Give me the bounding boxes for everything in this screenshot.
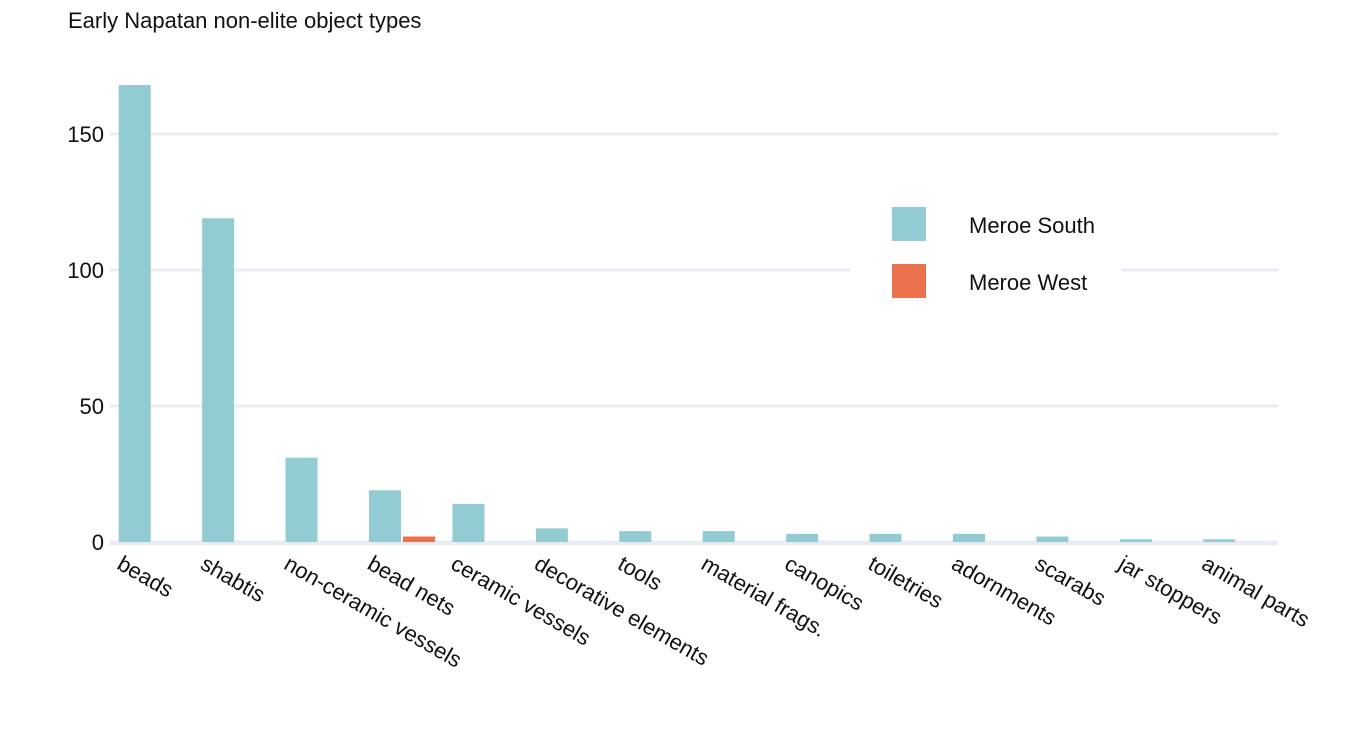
- bar[interactable]: [535, 528, 568, 542]
- bar[interactable]: [869, 533, 902, 542]
- legend[interactable]: Meroe South Meroe West: [850, 195, 1122, 313]
- legend-swatch[interactable]: [892, 207, 926, 241]
- bar[interactable]: [285, 457, 318, 542]
- bar[interactable]: [1119, 539, 1152, 542]
- y-axis-ticks: 0 50 100 150: [67, 122, 104, 555]
- legend-label[interactable]: Meroe West: [969, 270, 1087, 295]
- legend-label[interactable]: Meroe South: [969, 213, 1095, 238]
- bar[interactable]: [403, 536, 435, 542]
- grid-layer: [110, 132, 1278, 546]
- legend-swatch[interactable]: [892, 264, 926, 298]
- x-tick-label: ceramic vessels: [447, 551, 595, 651]
- bar[interactable]: [118, 85, 151, 542]
- bar[interactable]: [1036, 536, 1069, 542]
- bar[interactable]: [1203, 539, 1236, 542]
- bar[interactable]: [702, 531, 735, 542]
- y-tick-label: 50: [80, 394, 104, 419]
- y-tick-label: 100: [67, 258, 104, 283]
- bar[interactable]: [202, 218, 235, 542]
- x-tick-label: tools: [614, 551, 667, 596]
- y-tick-label: 0: [92, 530, 104, 555]
- y-tick-label: 150: [67, 122, 104, 147]
- bar[interactable]: [786, 533, 819, 542]
- bar[interactable]: [953, 533, 985, 542]
- bar-layer: [118, 85, 1236, 542]
- chart-title: Early Napatan non-elite object types: [68, 8, 422, 33]
- bar[interactable]: [452, 503, 485, 542]
- bar[interactable]: [369, 490, 401, 542]
- x-tick-label: toiletries: [864, 551, 947, 614]
- bar[interactable]: [619, 531, 652, 542]
- x-tick-label: shabtis: [197, 551, 270, 608]
- x-tick-label: beads: [113, 551, 177, 603]
